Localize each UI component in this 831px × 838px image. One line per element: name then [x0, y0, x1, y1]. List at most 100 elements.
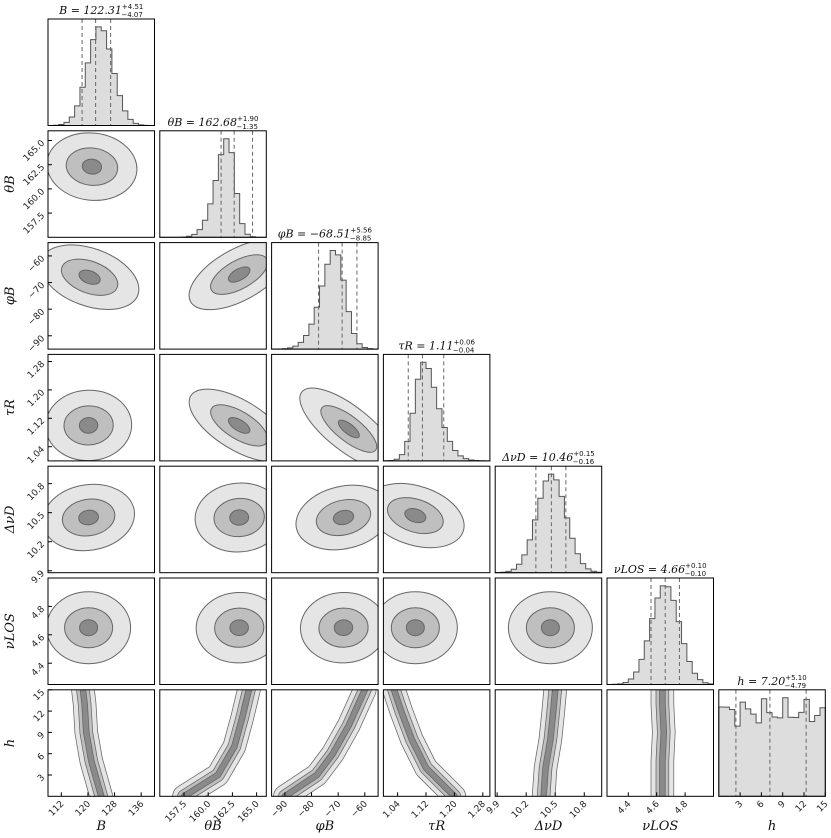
frame-B — [47, 18, 155, 126]
x-tick-label: 4.8 — [673, 799, 690, 816]
y-tick-label: −60 — [27, 254, 48, 275]
contour-level-3 — [78, 269, 101, 285]
title-dnuD: ΔνD = 10.46+0.15 −0.16 — [501, 450, 595, 466]
frame — [159, 465, 267, 574]
contour-panel-phiB-tauR — [271, 353, 379, 462]
frame — [47, 465, 155, 574]
contour-level-3 — [227, 266, 251, 283]
title-thetaB: θB = 162.68+1.90 −1.35 — [168, 115, 259, 131]
contour-panel-phiB-h — [271, 689, 379, 797]
y-tick-label: 1.20 — [26, 388, 47, 409]
x-tick-label: 9.9 — [485, 799, 502, 816]
y-axis-dnuD: 9.9 10.2 10.5 10.8 ΔνD — [3, 481, 52, 586]
hist-bars-tauR — [382, 361, 491, 462]
x-label-tauR: τR — [428, 819, 445, 834]
contour-level-3 — [332, 509, 355, 526]
frame — [271, 353, 379, 462]
contour-level-3 — [659, 689, 667, 797]
frame — [271, 577, 379, 685]
contour-panel-B-h — [47, 689, 155, 797]
hist-panel-vLOS: νLOS = 4.66+0.10 −0.10 — [606, 562, 714, 685]
frame-vLOS — [606, 577, 714, 685]
y-tick-label: 1.04 — [26, 445, 47, 466]
frame — [159, 353, 267, 462]
y-tick-label: −70 — [27, 280, 48, 301]
contour-panel-B-tauR — [47, 353, 155, 462]
x-tick-label: 1.20 — [438, 799, 459, 820]
y-tick-label: 1.28 — [26, 359, 47, 380]
frame — [494, 689, 603, 797]
x-tick-label: 157.5 — [164, 799, 189, 824]
y-tick-label: 12 — [32, 709, 47, 724]
frame-dnuD — [494, 465, 603, 574]
hist-panel-phiB: φB = −68.51+5.56 −8.85 — [271, 227, 379, 350]
frame — [159, 689, 267, 797]
hist-bars-thetaB — [159, 138, 267, 238]
frame — [159, 242, 267, 350]
title-h: h = 7.20+5.10 −4.79 — [737, 674, 806, 690]
x-axis-h: 3 6 9 12 15 h — [734, 792, 830, 834]
y-axis-phiB: −90 −80 −70 −60 φB — [3, 254, 52, 354]
hist-panel-dnuD: ΔνD = 10.46+0.15 −0.16 — [494, 450, 603, 574]
contour-panel-thetaB-phiB — [159, 242, 267, 350]
contour-level-3 — [78, 417, 99, 434]
x-tick-label: 10.8 — [568, 799, 589, 820]
contour-panel-tauR-dnuD — [382, 465, 491, 574]
y-label-phiB: φB — [3, 287, 18, 306]
contour-level-3 — [229, 509, 250, 526]
y-label-h: h — [3, 739, 18, 747]
title-vLOS: νLOS = 4.66+0.10 −0.10 — [614, 562, 707, 578]
hist-bars-phiB — [271, 249, 379, 350]
frame — [47, 242, 155, 350]
contour-panel-B-thetaB — [47, 130, 155, 238]
y-tick-label: 3 — [36, 773, 47, 784]
contour-panel-B-vLOS — [47, 577, 155, 685]
contour-level-3 — [541, 689, 558, 797]
x-tick-label: −80 — [296, 799, 317, 820]
y-label-thetaB: θB — [3, 175, 18, 192]
title-tauR: τR = 1.11+0.06 −0.04 — [398, 338, 475, 354]
y-tick-label: −80 — [27, 307, 48, 328]
frame — [271, 465, 379, 574]
contour-panel-thetaB-dnuD — [159, 465, 267, 574]
frame-phiB — [271, 242, 379, 350]
frame — [159, 577, 267, 685]
x-tick-label: 10.2 — [510, 799, 531, 820]
frame — [494, 577, 603, 685]
hist-panel-h: h = 7.20+5.10 −4.79 — [718, 674, 826, 797]
y-label-vLOS: νLOS — [3, 613, 18, 649]
contour-panel-thetaB-h — [159, 689, 267, 797]
contour-level-3 — [81, 158, 103, 175]
hist-bars-h — [718, 697, 826, 797]
x-axis-vLOS: 4.4 4.6 4.8 νLOS — [616, 792, 690, 834]
frame-tauR — [382, 353, 491, 462]
title-phiB: φB = −68.51+5.56 −8.85 — [278, 227, 373, 243]
x-tick-label: 3 — [734, 799, 745, 810]
contour-panel-phiB-dnuD — [271, 465, 379, 574]
hist-bars-dnuD — [494, 473, 603, 574]
x-tick-label: 112 — [47, 799, 66, 818]
frame — [271, 689, 379, 797]
x-label-h: h — [768, 819, 776, 834]
y-tick-label: 10.2 — [26, 540, 47, 561]
y-label-tauR: τR — [3, 399, 18, 416]
contour-level-3 — [79, 619, 99, 637]
y-tick-label: 162.5 — [22, 163, 47, 188]
hist-panel-thetaB: θB = 162.68+1.90 −1.35 — [159, 115, 267, 238]
x-axis-B: 112 120 128 136 B — [47, 792, 146, 834]
x-tick-label: 4.6 — [645, 799, 662, 816]
contour-panel-thetaB-tauR — [159, 353, 267, 462]
contour-level-3 — [405, 619, 425, 637]
frame — [47, 689, 155, 797]
x-axis-dnuD: 9.9 10.2 10.5 10.8 ΔνD — [485, 792, 590, 834]
x-tick-label: 128 — [100, 799, 119, 818]
contour-panel-B-phiB — [47, 242, 155, 350]
frame-h — [718, 689, 826, 797]
contour-panel-tauR-vLOS — [382, 577, 491, 685]
contour-panel-dnuD-vLOS — [494, 577, 603, 685]
x-tick-label: 12 — [794, 799, 809, 814]
contour-level-3 — [333, 619, 354, 637]
contour-level-3 — [337, 419, 360, 439]
x-tick-label: −70 — [323, 799, 344, 820]
